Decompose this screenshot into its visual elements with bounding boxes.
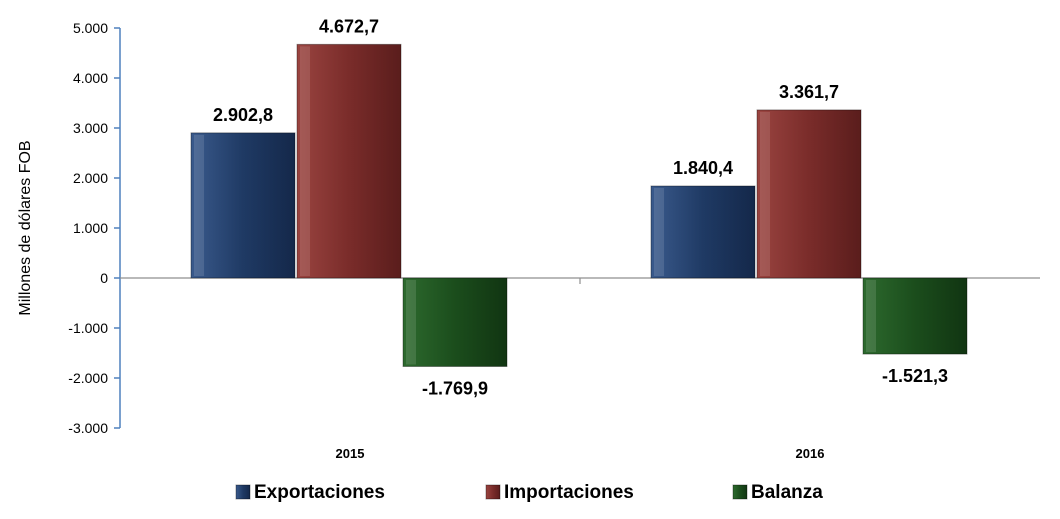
y-tick-label: 2.000 (73, 170, 108, 186)
data-label: 4.672,7 (319, 16, 379, 36)
bar-highlight (760, 111, 770, 276)
data-label: -1.769,9 (422, 378, 488, 398)
data-label: 1.840,4 (673, 158, 733, 178)
x-category-label: 2016 (796, 446, 825, 461)
legend-swatch-importaciones (485, 484, 501, 500)
y-tick-label: -1.000 (68, 320, 108, 336)
y-tick-label: -3.000 (68, 420, 108, 436)
y-tick-label: 1.000 (73, 220, 108, 236)
bar-highlight (300, 46, 310, 276)
legend-label-balanza: Balanza (751, 482, 823, 503)
bar-importaciones-2015 (296, 43, 402, 279)
data-label: 3.361,7 (779, 82, 839, 102)
y-tick-label: 4.000 (73, 70, 108, 86)
data-label: -1.521,3 (882, 366, 948, 386)
y-tick-label: 3.000 (73, 120, 108, 136)
y-axis-title: Millones de dólares FOB (17, 140, 34, 315)
y-tick-label: -2.000 (68, 370, 108, 386)
x-category-label: 2015 (336, 446, 365, 461)
legend-label-importaciones: Importaciones (504, 482, 634, 503)
bar-exportaciones-2016 (650, 185, 756, 279)
bar-highlight (866, 280, 876, 353)
bar-highlight (406, 280, 416, 365)
y-tick-label: 0 (100, 270, 108, 286)
bar-exportaciones-2015 (190, 132, 296, 279)
bar-balanza-2015 (402, 277, 508, 367)
y-tick-label: 5.000 (73, 20, 108, 36)
legend-label-exportaciones: Exportaciones (254, 482, 385, 503)
bar-highlight (654, 187, 664, 276)
bar-importaciones-2016 (756, 109, 862, 279)
bar-balanza-2016 (862, 277, 968, 355)
legend-swatch-exportaciones (235, 484, 251, 500)
bar-highlight (194, 134, 204, 276)
data-label: 2.902,8 (213, 105, 273, 125)
legend-swatch-balanza (732, 484, 748, 500)
